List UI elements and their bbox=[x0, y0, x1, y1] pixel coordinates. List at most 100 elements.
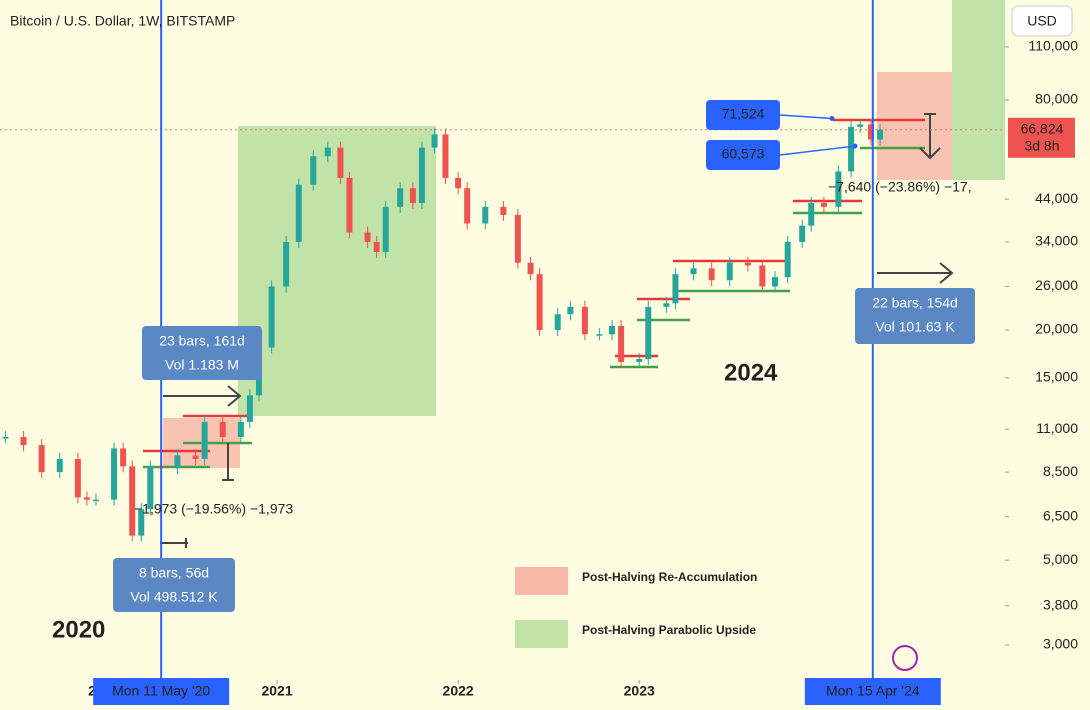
y-tick-label: 3,800 bbox=[1043, 596, 1078, 612]
icon[interactable] bbox=[892, 645, 918, 671]
candle-body bbox=[514, 214, 521, 263]
candle-body bbox=[418, 147, 425, 203]
candle-body bbox=[848, 126, 855, 172]
candle-body bbox=[772, 277, 779, 287]
candle-body bbox=[382, 206, 389, 253]
arrow bbox=[877, 262, 954, 284]
legend-label: Post-Halving Re-Accumulation bbox=[582, 570, 757, 584]
candle-body bbox=[174, 455, 181, 469]
y-tick-label: 6,500 bbox=[1043, 507, 1078, 523]
price-tag bbox=[1008, 117, 1075, 158]
y-tick-label: 20,000 bbox=[1035, 321, 1078, 337]
volume-label: Vol 498.512 K bbox=[130, 589, 218, 605]
candle-body bbox=[708, 268, 715, 281]
y-tick-label: 8,500 bbox=[1043, 463, 1078, 479]
x-tick-label: 2022 bbox=[443, 683, 474, 699]
y-tick-label: 5,000 bbox=[1043, 551, 1078, 567]
legend: Post-Halving Re-Accumulation Post-Halving… bbox=[515, 567, 757, 648]
chart-title: Bitcoin / U.S. Dollar, 1W, BITSTAMP bbox=[10, 13, 235, 29]
candle-body bbox=[835, 171, 842, 207]
candle-body bbox=[581, 306, 588, 335]
candle-body bbox=[268, 286, 275, 348]
candle-body bbox=[784, 241, 791, 278]
arrow bbox=[222, 443, 234, 481]
currency-label[interactable]: USD bbox=[1027, 13, 1057, 29]
candle-body bbox=[92, 499, 99, 502]
candle-body bbox=[237, 421, 244, 438]
candle-body bbox=[219, 421, 226, 438]
marker-box bbox=[804, 678, 941, 705]
year-label: 2020 bbox=[52, 616, 105, 643]
legend-swatch bbox=[515, 567, 568, 595]
candle-body bbox=[554, 314, 561, 331]
candle-body bbox=[726, 262, 733, 281]
candle-body bbox=[759, 265, 766, 287]
candle-body bbox=[324, 147, 331, 157]
callout-box bbox=[706, 100, 780, 130]
volume-label: Vol 1.183 M bbox=[165, 357, 239, 373]
bars-label: 23 bars, 161d bbox=[159, 333, 245, 349]
candle-body bbox=[618, 325, 625, 362]
candle-body bbox=[455, 177, 462, 189]
candle-body bbox=[663, 303, 670, 307]
zone-parabolic bbox=[238, 126, 436, 416]
candle-body bbox=[295, 184, 302, 242]
candle-body bbox=[246, 395, 253, 422]
candle-body bbox=[820, 202, 827, 207]
candle-body bbox=[364, 232, 371, 242]
y-tick-label: 44,000 bbox=[1035, 190, 1078, 206]
callout-dot bbox=[852, 143, 858, 149]
arrows bbox=[160, 113, 954, 548]
year-label: 2024 bbox=[724, 359, 778, 386]
info-box bbox=[113, 558, 235, 612]
candle-body bbox=[527, 262, 534, 275]
volume-label: Vol 101.63 K bbox=[875, 319, 955, 335]
zone-reaccumulation bbox=[877, 72, 952, 180]
x-tick-label: 2023 bbox=[624, 683, 655, 699]
candle-body bbox=[111, 448, 118, 500]
candle-body bbox=[74, 458, 81, 498]
y-tick-label: 15,000 bbox=[1035, 369, 1078, 385]
candle-body bbox=[283, 241, 290, 287]
zone-parabolic bbox=[952, 0, 1005, 180]
candle-body bbox=[38, 445, 45, 473]
y-tick-label: 110,000 bbox=[1028, 38, 1078, 54]
candle-body bbox=[346, 177, 353, 233]
candle-body bbox=[567, 306, 574, 315]
candle-body bbox=[2, 437, 9, 439]
currency-button[interactable] bbox=[1011, 5, 1073, 37]
arrow bbox=[163, 385, 242, 407]
candle-body bbox=[596, 334, 603, 336]
candle-body bbox=[536, 274, 543, 331]
candle-body bbox=[192, 455, 199, 459]
candle-body bbox=[431, 134, 438, 148]
price-tag-label: 66,824 bbox=[1021, 120, 1064, 136]
candle-body bbox=[500, 206, 507, 215]
arrow bbox=[919, 113, 941, 160]
range-label: −1,973 (−19.56%) −1,973 bbox=[134, 501, 293, 517]
bars-label: 22 bars, 154d bbox=[872, 295, 958, 311]
candle-body bbox=[138, 509, 145, 536]
bars-label: 8 bars, 56d bbox=[139, 565, 209, 581]
candle-body bbox=[147, 466, 154, 510]
candle-body bbox=[120, 448, 127, 467]
info-box bbox=[855, 288, 975, 344]
candle-body bbox=[20, 437, 27, 446]
callout-dot bbox=[829, 115, 835, 121]
candle-body bbox=[397, 188, 404, 207]
y-tick-label: 11,000 bbox=[1036, 420, 1078, 436]
arrow bbox=[160, 538, 188, 548]
candle-body bbox=[636, 358, 643, 362]
candle-body bbox=[672, 274, 679, 304]
callout-label: 60,573 bbox=[722, 146, 765, 162]
candle-body bbox=[201, 421, 208, 459]
candle-body bbox=[645, 306, 652, 359]
candle-body bbox=[609, 325, 616, 335]
candle-body bbox=[868, 124, 874, 140]
candle-body bbox=[808, 202, 815, 226]
candle-body bbox=[373, 241, 380, 253]
y-tick-label: 3,000 bbox=[1043, 636, 1078, 652]
candle-body bbox=[799, 225, 806, 242]
candle-body bbox=[409, 188, 416, 203]
